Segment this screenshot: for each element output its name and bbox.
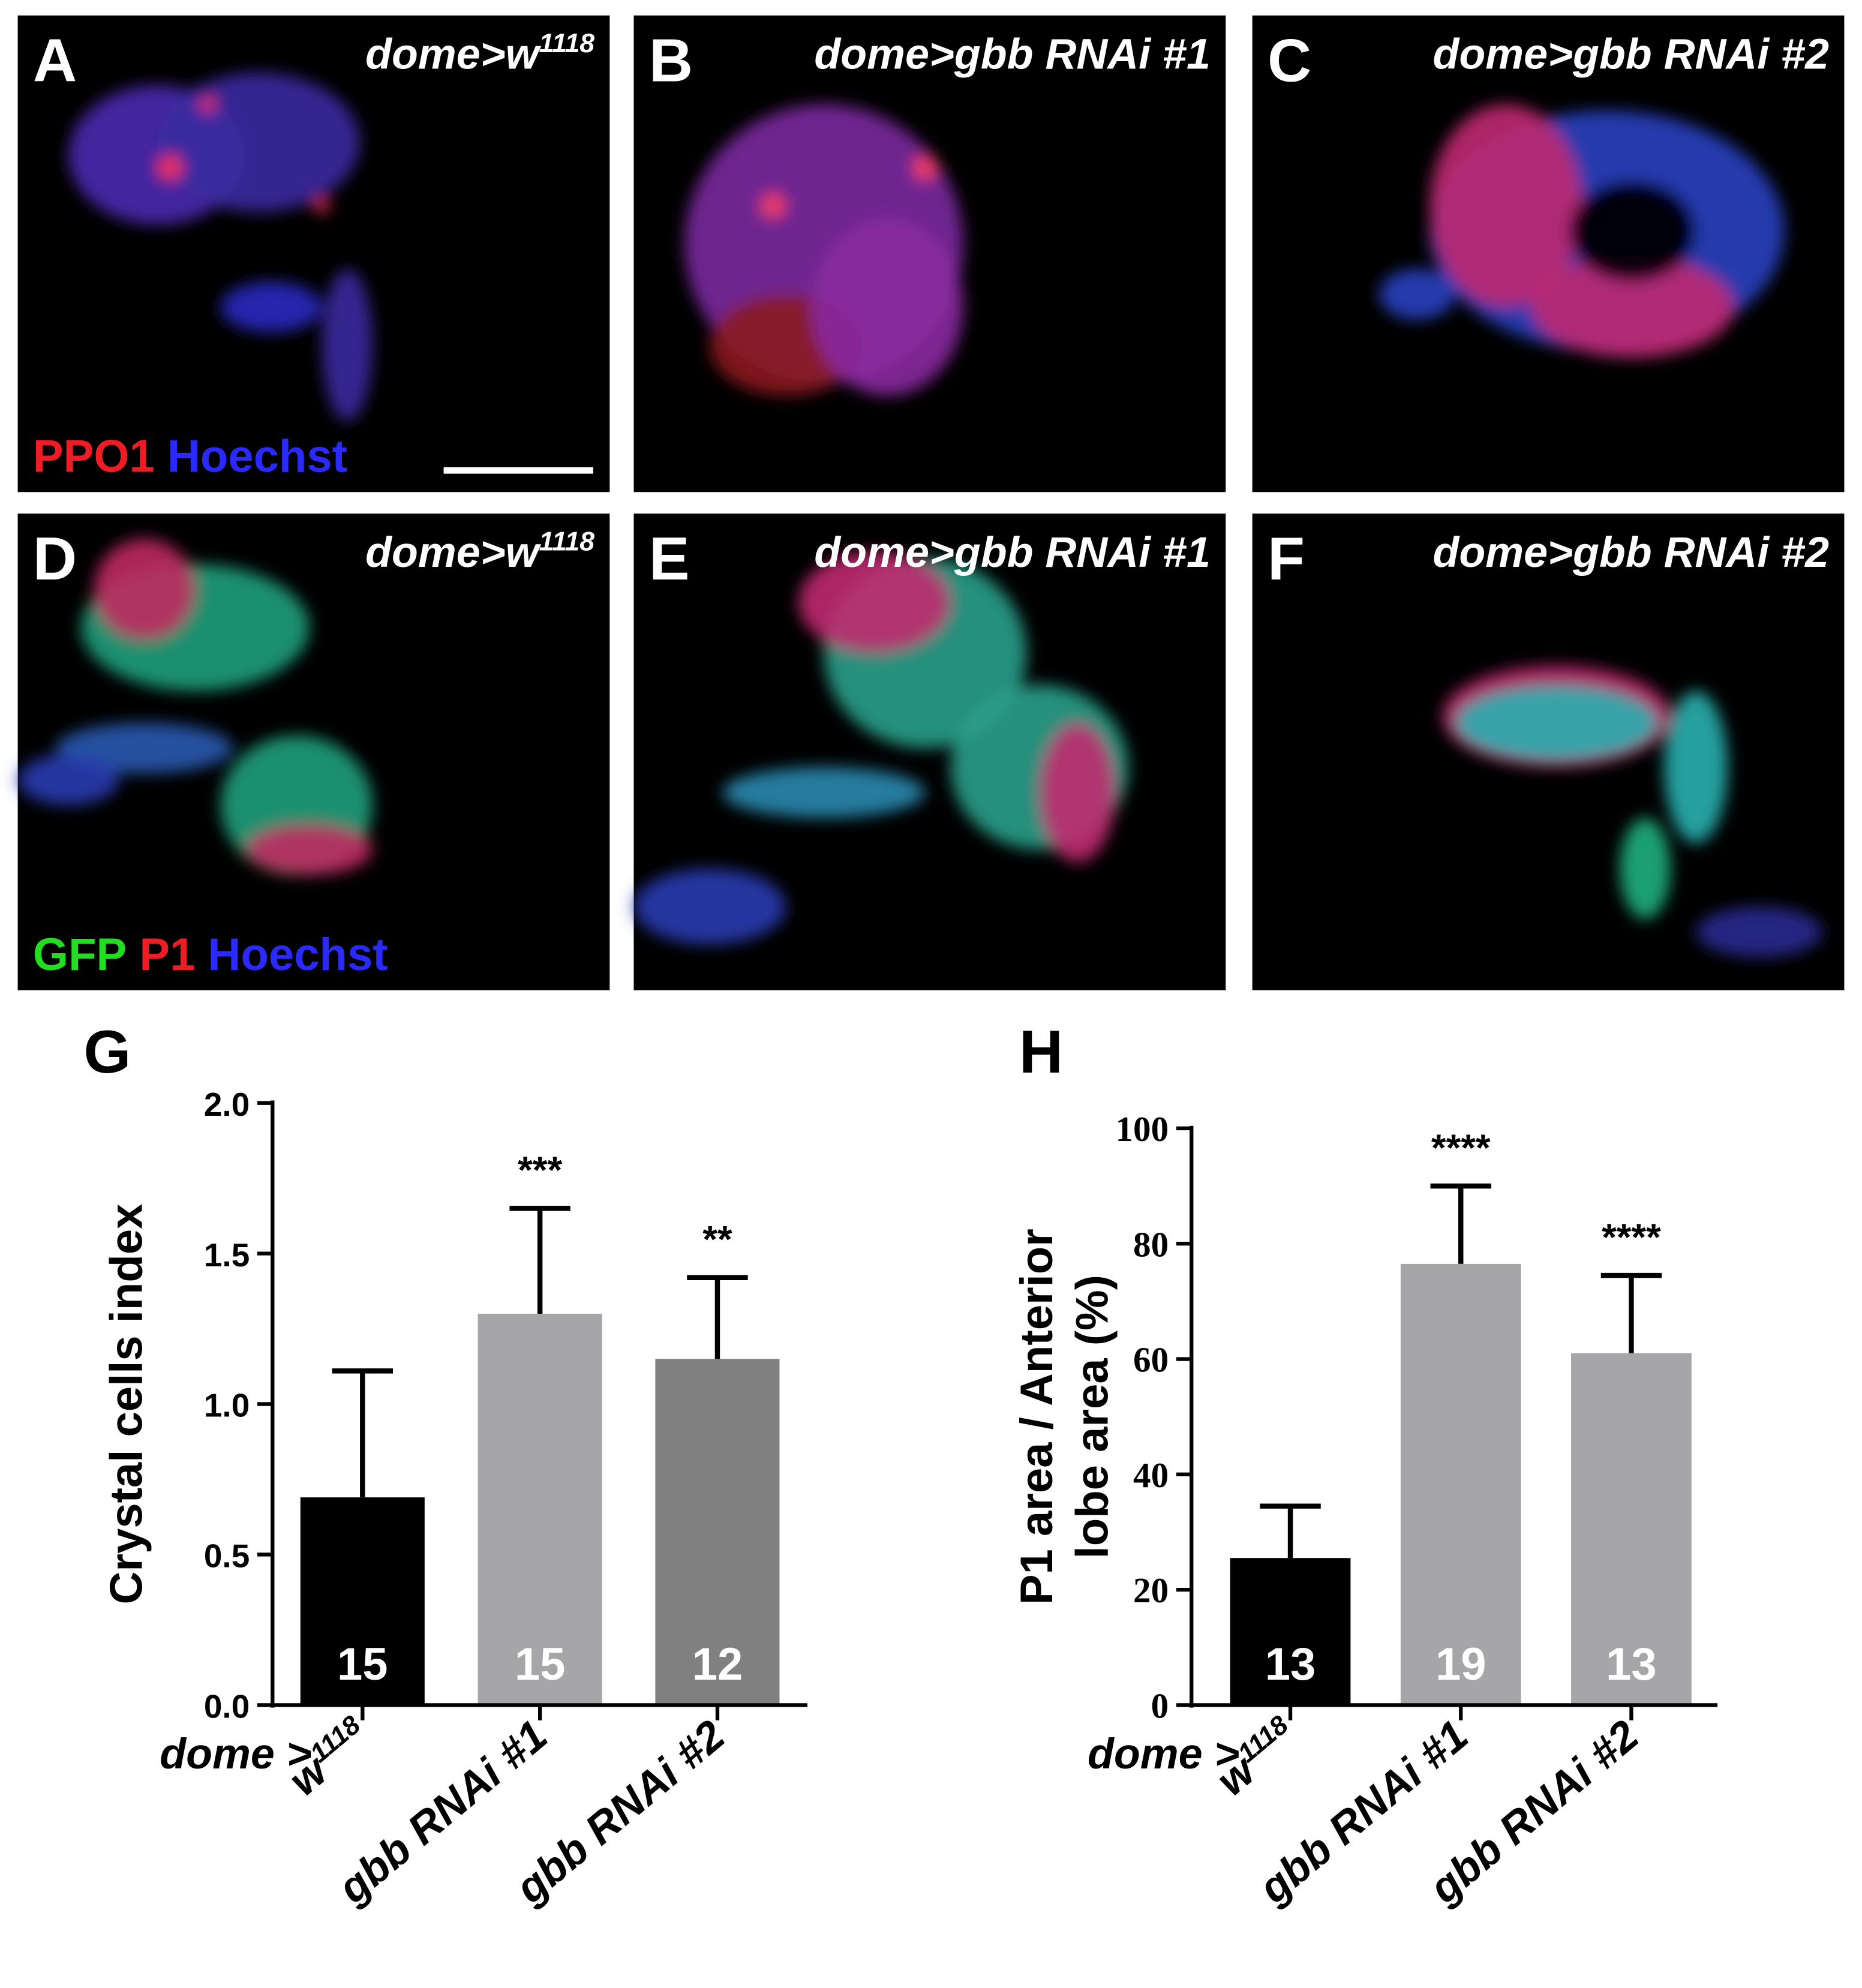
stain-legend: PPO1 Hoechst	[33, 431, 347, 482]
stain-label: GFP	[33, 929, 127, 980]
panel-letter: A	[33, 27, 77, 95]
genotype-label: dome>gbb RNAi #2	[1433, 528, 1830, 576]
panel-letter: F	[1268, 525, 1305, 593]
stain-label: Hoechst	[167, 431, 347, 482]
significance: ****	[1431, 1127, 1491, 1169]
tissue-blob	[798, 551, 951, 653]
bar	[655, 1359, 780, 1705]
significance: ****	[1602, 1217, 1661, 1259]
y-tick-label: 40	[1133, 1455, 1169, 1495]
tissue-blob	[633, 868, 786, 945]
y-tick-label: 1.0	[204, 1387, 250, 1424]
stain-label: Hoechst	[208, 929, 388, 980]
genotype-label: dome>w1118	[365, 527, 594, 576]
genotype-label: dome>w1118	[365, 29, 594, 78]
tissue-blob	[1664, 690, 1728, 843]
tissue-blob	[17, 754, 119, 806]
y-tick-label: 60	[1133, 1340, 1169, 1380]
bar	[1400, 1263, 1521, 1705]
y-tick-label: 20	[1133, 1570, 1169, 1610]
x-prefix: dome >	[1088, 1730, 1239, 1778]
tissue-blob	[322, 269, 373, 421]
y-tick-label: 100	[1115, 1109, 1169, 1149]
tissue-blob	[157, 155, 183, 181]
bar	[300, 1497, 425, 1705]
significance: ***	[518, 1149, 562, 1191]
panel-letter: C	[1268, 27, 1311, 95]
y-tick-label: 0.5	[204, 1537, 250, 1575]
tissue	[633, 551, 1128, 945]
tissue-blob	[157, 72, 361, 212]
x-prefix: dome >	[160, 1730, 311, 1778]
tissue-blob	[1039, 722, 1116, 863]
tissue-blob	[245, 824, 373, 875]
sample-size: 13	[1606, 1639, 1657, 1690]
panel-letter: E	[649, 525, 690, 593]
tissue	[17, 539, 373, 875]
stain-label: PPO1	[33, 431, 155, 482]
sample-size: 13	[1265, 1639, 1316, 1690]
sample-size: 15	[337, 1639, 388, 1690]
tissue-blob	[1696, 906, 1823, 957]
bar	[1230, 1558, 1351, 1705]
tissue-blob	[1379, 269, 1455, 320]
tissue	[684, 104, 963, 396]
y-tick-label: 0	[1151, 1686, 1169, 1726]
bar	[1571, 1353, 1692, 1705]
genotype-label: dome>gbb RNAi #1	[814, 528, 1211, 576]
tissue-blob	[1429, 104, 1582, 307]
tissue-blob	[200, 96, 216, 112]
tissue	[1442, 665, 1823, 957]
sample-size: 12	[692, 1639, 743, 1690]
stain-legend: GFP P1 Hoechst	[33, 929, 388, 980]
tissue	[1379, 104, 1785, 358]
panel-letter: D	[33, 525, 77, 593]
panel-letter: H	[1019, 1018, 1063, 1086]
tissue-blob	[1620, 818, 1671, 920]
tissue-blob	[1455, 684, 1658, 761]
y-tick-label: 0.0	[204, 1688, 250, 1725]
tissue-blob	[94, 539, 196, 641]
sample-size: 15	[515, 1639, 566, 1690]
tissue-blob	[314, 198, 330, 214]
tissue-blob	[220, 281, 322, 333]
tissue-blob	[760, 193, 786, 218]
tissue-blob	[722, 767, 926, 818]
genotype-label: dome>gbb RNAi #1	[814, 31, 1211, 79]
tissue	[68, 72, 373, 421]
tissue-blob	[811, 218, 963, 396]
y-tick-label: 1.5	[204, 1236, 250, 1274]
y-axis-label: Crystal cells index	[101, 1204, 152, 1605]
y-tick-label: 80	[1133, 1224, 1169, 1264]
tissue-blob	[912, 155, 938, 181]
bar	[477, 1314, 602, 1705]
tissue-blob	[1569, 180, 1696, 282]
panel-letter: G	[83, 1018, 131, 1086]
genotype-label: dome>gbb RNAi #2	[1433, 31, 1830, 79]
y-axis-label: lobe area (%)	[1067, 1275, 1118, 1558]
panel-letter: B	[649, 27, 693, 95]
tissue-blob	[1531, 256, 1734, 358]
sample-size: 19	[1435, 1639, 1486, 1690]
stain-label: P1	[139, 929, 195, 980]
y-axis-label: P1 area / Anterior	[1011, 1229, 1062, 1605]
significance: **	[702, 1219, 732, 1261]
y-tick-label: 2.0	[204, 1086, 250, 1123]
